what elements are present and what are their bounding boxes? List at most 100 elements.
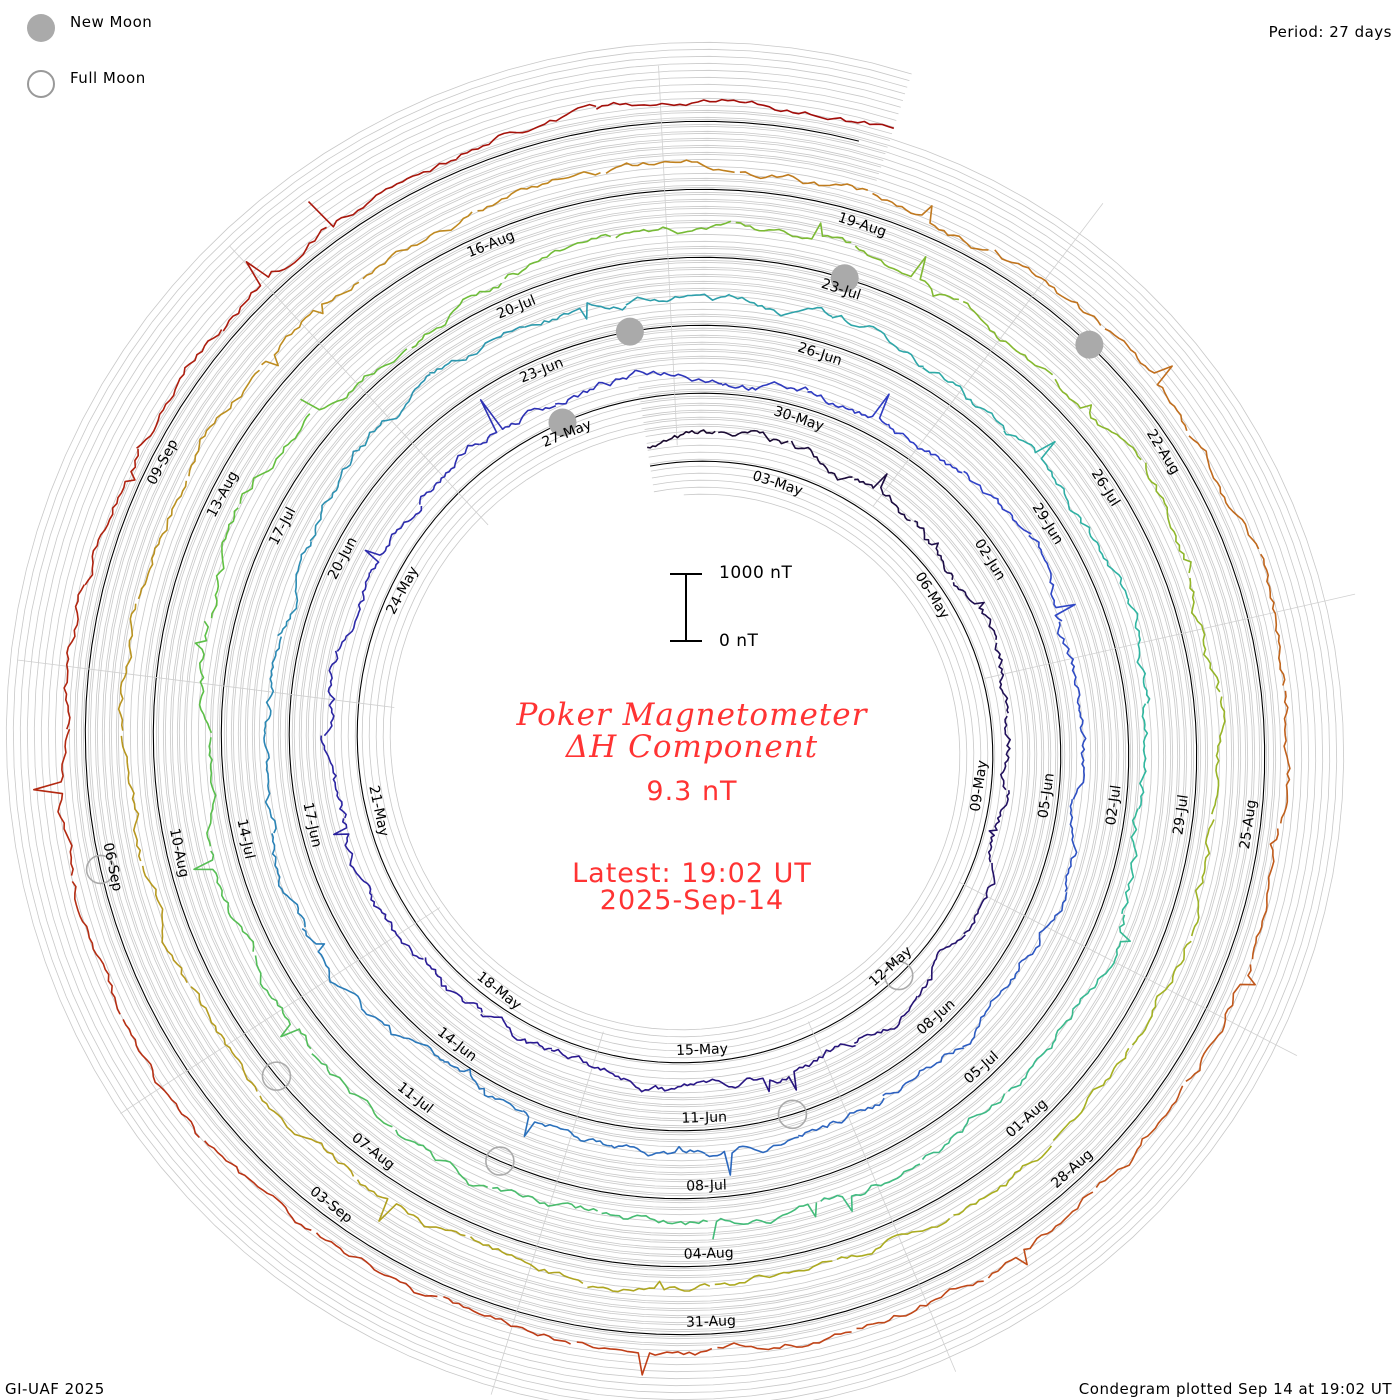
data-trace-segment bbox=[141, 865, 188, 984]
date-tick-label: 05-Jun bbox=[1035, 772, 1057, 819]
data-trace-segment bbox=[1054, 378, 1142, 461]
data-trace-segment bbox=[443, 1061, 524, 1113]
data-trace-segment bbox=[492, 1186, 598, 1212]
data-trace-segment bbox=[311, 1053, 393, 1128]
data-trace-segment bbox=[647, 429, 716, 449]
date-tick-label: 03-May bbox=[750, 468, 804, 499]
new-moon-marker bbox=[548, 408, 577, 437]
data-trace-segment bbox=[271, 833, 306, 928]
data-trace-segment bbox=[320, 735, 347, 819]
data-trace-segment bbox=[206, 737, 217, 847]
full-moon-marker bbox=[883, 960, 914, 991]
data-trace-segment bbox=[524, 302, 627, 329]
data-trace-segment bbox=[718, 429, 789, 445]
data-trace-segment bbox=[1190, 819, 1215, 937]
data-trace-segment bbox=[362, 211, 473, 280]
data-trace-segment bbox=[469, 1236, 584, 1285]
data-trace-segment bbox=[33, 728, 74, 876]
data-trace-segment bbox=[1131, 940, 1192, 1046]
grid-radial bbox=[229, 245, 489, 526]
new-moon-icon bbox=[27, 14, 55, 42]
data-trace-segment bbox=[595, 98, 746, 110]
data-trace-segment bbox=[395, 1129, 489, 1189]
footer-credit: GI-UAF 2025 bbox=[5, 1380, 105, 1398]
data-trace-segment bbox=[624, 1078, 704, 1093]
data-trace-segment bbox=[882, 1047, 964, 1097]
data-trace-segment bbox=[831, 314, 924, 368]
data-trace-segment bbox=[424, 957, 483, 1013]
current-value: 9.3 nT bbox=[646, 776, 738, 807]
footer-plot-time: Condegram plotted Sep 14 at 19:02 UT bbox=[1078, 1380, 1392, 1398]
data-trace-segment bbox=[1007, 1009, 1074, 1092]
data-trace-segment bbox=[1260, 553, 1286, 686]
grid-radial bbox=[17, 659, 395, 708]
new-moon-marker bbox=[615, 317, 644, 346]
date-tick-label: 08-Jul bbox=[686, 1177, 727, 1194]
data-trace-segment bbox=[1072, 914, 1131, 1010]
data-trace-segment bbox=[194, 620, 213, 734]
data-trace-segment bbox=[277, 541, 312, 637]
period-label: Period: 27 days bbox=[1268, 23, 1392, 41]
data-trace-segment bbox=[1145, 462, 1192, 574]
grid-radial bbox=[872, 202, 1104, 507]
data-trace-segment bbox=[615, 220, 732, 239]
data-trace-segment bbox=[739, 171, 869, 191]
data-trace-segment bbox=[188, 369, 261, 477]
data-trace-segment bbox=[419, 443, 480, 505]
data-trace-segment bbox=[1251, 828, 1279, 960]
data-trace-segment bbox=[721, 381, 809, 392]
data-trace-segment bbox=[705, 1136, 799, 1176]
date-tick-label: 04-Aug bbox=[684, 1245, 734, 1263]
data-trace-segment bbox=[1121, 808, 1139, 915]
data-trace-segment bbox=[963, 862, 996, 935]
data-trace-segment bbox=[782, 1043, 856, 1091]
date-tick-label: 29-Jun bbox=[1029, 500, 1067, 547]
data-trace-segment bbox=[853, 995, 918, 1045]
data-trace-segment bbox=[1138, 703, 1149, 810]
baseline-spiral bbox=[84, 120, 1266, 1336]
data-trace-segment bbox=[856, 1280, 984, 1330]
full-moon-label: Full Moon bbox=[70, 69, 146, 87]
data-trace-segment bbox=[712, 1202, 818, 1240]
date-tick-label: 31-Aug bbox=[686, 1313, 736, 1331]
data-trace-segment bbox=[963, 470, 1032, 535]
data-trace-segment bbox=[854, 473, 911, 522]
date-tick-label: 26-Jul bbox=[1088, 467, 1123, 510]
data-trace-segment bbox=[443, 1296, 571, 1345]
data-trace-segment bbox=[610, 1144, 706, 1157]
date-tick-label: 17-Jul bbox=[266, 505, 299, 548]
data-trace-segment bbox=[122, 1019, 200, 1139]
date-tick-label: 02-Jun bbox=[971, 536, 1009, 583]
date-tick-label: 23-Jun bbox=[518, 355, 566, 387]
full-moon-marker bbox=[261, 1061, 292, 1091]
data-trace-segment bbox=[1052, 1047, 1130, 1142]
grid-radial bbox=[658, 65, 678, 446]
moon-phase-layer bbox=[85, 264, 1104, 1176]
grid-spiral bbox=[47, 83, 1303, 1373]
date-tick-label: 25-Aug bbox=[1237, 799, 1260, 851]
grid-radial bbox=[490, 1031, 604, 1395]
data-trace-segment bbox=[356, 1179, 466, 1237]
data-trace-segment bbox=[953, 1145, 1053, 1216]
data-trace-segment bbox=[429, 326, 525, 374]
data-trace-segment bbox=[1279, 690, 1291, 824]
scale-top-label: 1000 nT bbox=[719, 563, 793, 583]
new-moon-label: New Moon bbox=[70, 13, 153, 31]
new-moon-marker bbox=[830, 264, 859, 293]
data-trace-segment bbox=[872, 192, 989, 251]
data-trace-segment bbox=[1072, 709, 1087, 800]
data-trace-segment bbox=[254, 955, 312, 1050]
data-trace-segment bbox=[323, 650, 339, 737]
date-tick-label: 18-May bbox=[474, 969, 525, 1014]
data-trace-segment bbox=[210, 507, 239, 619]
date-tick-label: 29-Jul bbox=[1170, 794, 1192, 836]
data-trace-segment bbox=[625, 293, 731, 306]
data-trace-segment bbox=[117, 603, 137, 731]
grid-spiral bbox=[68, 104, 1282, 1352]
data-trace-segment bbox=[136, 329, 223, 449]
grid-spiral bbox=[5, 41, 1345, 1400]
full-moon-icon bbox=[27, 70, 55, 98]
latest-time: Latest: 19:02 UT bbox=[572, 858, 812, 889]
data-trace-segment bbox=[411, 282, 503, 349]
data-trace-segment bbox=[504, 233, 611, 280]
